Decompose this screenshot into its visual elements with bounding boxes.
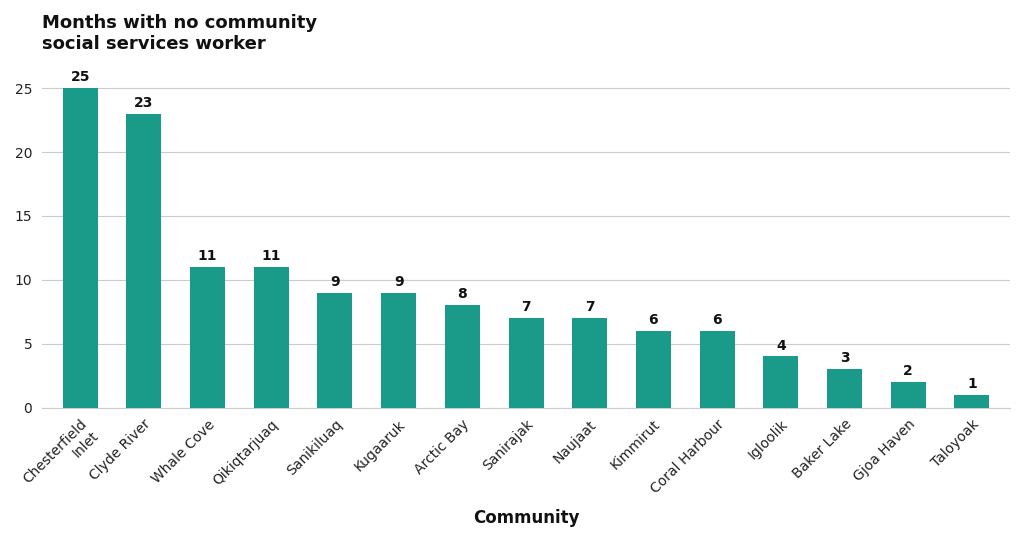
Bar <box>827 369 862 407</box>
Bar <box>444 305 480 407</box>
Text: 6: 6 <box>713 313 722 327</box>
Bar <box>763 357 799 407</box>
Text: Months with no community
social services worker: Months with no community social services… <box>42 14 317 52</box>
Bar <box>699 331 734 407</box>
Text: 2: 2 <box>903 364 913 378</box>
Bar <box>190 267 225 407</box>
Text: 11: 11 <box>261 249 281 263</box>
Text: 6: 6 <box>648 313 658 327</box>
Text: 25: 25 <box>71 70 90 84</box>
Text: 23: 23 <box>134 96 154 110</box>
Bar <box>317 293 352 407</box>
Bar <box>954 395 989 407</box>
Text: 11: 11 <box>198 249 217 263</box>
Bar <box>636 331 671 407</box>
Text: 7: 7 <box>521 300 530 314</box>
Bar <box>62 88 97 407</box>
Bar <box>254 267 289 407</box>
Text: 1: 1 <box>967 377 977 391</box>
Bar <box>572 318 607 407</box>
Text: 9: 9 <box>394 275 403 289</box>
Bar <box>126 114 162 407</box>
Text: 7: 7 <box>585 300 595 314</box>
Bar <box>891 382 926 407</box>
Text: 4: 4 <box>776 339 785 353</box>
Text: 8: 8 <box>458 287 467 301</box>
Bar <box>381 293 416 407</box>
Text: 3: 3 <box>840 351 849 365</box>
Text: 9: 9 <box>330 275 340 289</box>
Bar <box>509 318 544 407</box>
X-axis label: Community: Community <box>473 509 580 527</box>
